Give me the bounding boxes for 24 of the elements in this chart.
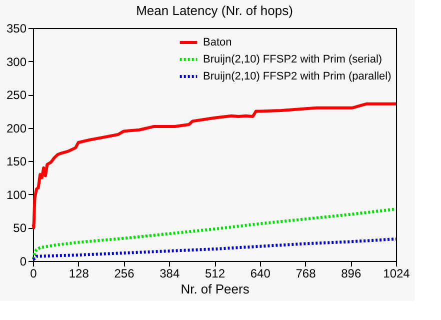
y-tick-label: 150 bbox=[6, 154, 27, 169]
y-tick-label: 300 bbox=[6, 54, 27, 69]
x-tick-label: 640 bbox=[250, 266, 271, 280]
y-tick-label: 200 bbox=[6, 121, 27, 136]
legend-label: Baton bbox=[203, 36, 232, 48]
x-tick-label: 768 bbox=[296, 266, 316, 280]
legend-label: Bruijn(2,10) FFSP2 with Prim (serial) bbox=[203, 54, 382, 66]
legend-label: Bruijn(2,10) FFSP2 with Prim (parallel) bbox=[203, 70, 392, 82]
y-tick-label: 250 bbox=[6, 88, 27, 102]
x-tick-label: 256 bbox=[114, 266, 135, 280]
y-tick-label: 100 bbox=[6, 188, 27, 202]
x-tick-label: 128 bbox=[68, 266, 90, 280]
line-series bbox=[32, 238, 398, 262]
line-series bbox=[32, 102, 398, 230]
x-tick-label: 896 bbox=[341, 266, 362, 280]
y-tick-label: 50 bbox=[13, 221, 27, 236]
x-tick-label: 512 bbox=[204, 266, 226, 280]
x-axis-title: Nr. of Peers bbox=[180, 282, 250, 296]
x-tick-label: 384 bbox=[160, 266, 180, 280]
x-tick-label: 0 bbox=[30, 266, 38, 280]
chart-title: Mean Latency (Nr. of hops) bbox=[136, 3, 293, 18]
y-tick-label: 0 bbox=[20, 254, 27, 268]
y-tick-label: 350 bbox=[6, 22, 27, 36]
x-tick-label: 1024 bbox=[383, 266, 410, 280]
